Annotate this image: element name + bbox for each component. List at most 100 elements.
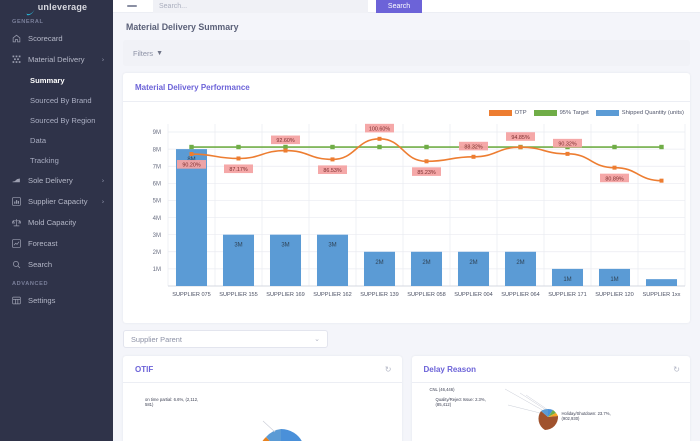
svg-text:3M: 3M — [234, 243, 242, 249]
svg-text:2M: 2M — [516, 260, 524, 266]
top-bar: Search... Search — [113, 0, 700, 13]
line-chart-icon — [12, 239, 21, 248]
legend-swatch-otp — [488, 110, 512, 116]
svg-text:SUPPLIER 058: SUPPLIER 058 — [407, 292, 446, 298]
funnel-icon: ▼ — [156, 49, 164, 57]
hamburger-menu-icon[interactable] — [127, 5, 137, 7]
svg-text:SUPPLIER 1xx: SUPPLIER 1xx — [643, 292, 681, 298]
content-area: Material Delivery Summary Filters ▼ Mate… — [113, 13, 700, 441]
sidebar-item-label: Settings — [28, 296, 56, 305]
legend-item-shipped[interactable]: Shipped Quantity (units) — [595, 110, 684, 116]
sidebar-subitem-label: Sourced By Brand — [30, 95, 92, 105]
svg-text:SUPPLIER 004: SUPPLIER 004 — [454, 292, 493, 298]
svg-text:SUPPLIER 171: SUPPLIER 171 — [548, 292, 587, 298]
svg-text:5M: 5M — [153, 199, 161, 205]
sidebar-subitem-label: Summary — [30, 75, 65, 85]
svg-text:7M: 7M — [153, 164, 161, 170]
sidebar-item-label: Search — [28, 260, 53, 269]
sidebar-subitem-sourced-by-region[interactable]: Sourced By Region — [0, 110, 113, 130]
chevron-right-icon: › — [101, 198, 104, 205]
bar-chart-icon — [12, 197, 21, 206]
svg-text:2M: 2M — [469, 260, 477, 266]
sidebar-item-label: Forecast — [28, 239, 58, 248]
legend-item-otp[interactable]: OTP — [488, 110, 527, 116]
svg-text:80.89%: 80.89% — [605, 176, 623, 182]
svg-text:85.23%: 85.23% — [417, 170, 435, 176]
svg-text:2M: 2M — [153, 250, 161, 256]
sidebar-item-search[interactable]: Search — [0, 254, 113, 275]
svg-text:1M: 1M — [610, 277, 618, 283]
svg-text:SUPPLIER 075: SUPPLIER 075 — [172, 292, 211, 298]
svg-text:1M: 1M — [563, 277, 571, 283]
svg-text:1M: 1M — [153, 267, 161, 273]
supplier-parent-value: Supplier Parent — [131, 334, 182, 344]
chart-title: Material Delivery Performance — [123, 73, 690, 102]
chevron-right-icon: › — [101, 177, 104, 184]
delay-slice-label: Holiday/Shutdown: 23.7%, (902,930) — [561, 411, 611, 422]
sidebar-item-scorecard[interactable]: Scorecard — [0, 28, 113, 49]
sidebar-item-mold-capacity[interactable]: Mold Capacity — [0, 212, 113, 233]
delay-reason-header: Delay Reason ↻ — [411, 356, 690, 383]
legend-label: 95% Target — [559, 110, 589, 116]
svg-text:9M: 9M — [153, 130, 161, 136]
sidebar-item-material-delivery[interactable]: Material Delivery › — [0, 49, 113, 70]
brand-logo[interactable]: unleverage — [0, 0, 113, 16]
svg-text:SUPPLIER 064: SUPPLIER 064 — [501, 292, 540, 298]
svg-text:100.60%: 100.60% — [369, 127, 390, 133]
chart-plot-svg: 1M2M3M4M5M6M7M8M9M8MSUPPLIER 0753MSUPPLI… — [153, 123, 686, 298]
sidebar-subitem-summary[interactable]: Summary — [0, 70, 113, 90]
legend-label: Shipped Quantity (units) — [621, 110, 684, 116]
swoosh-logo-icon — [26, 3, 35, 16]
legend-item-target[interactable]: 95% Target — [533, 110, 589, 116]
svg-text:3M: 3M — [281, 243, 289, 249]
filters-label: Filters — [133, 48, 154, 58]
filters-bar[interactable]: Filters ▼ — [123, 40, 690, 66]
sidebar-subitem-sourced-by-brand[interactable]: Sourced By Brand — [0, 90, 113, 110]
supplier-parent-row: Supplier Parent ⌄ — [123, 330, 690, 348]
delay-reason-title: Delay Reason — [423, 365, 476, 374]
sidebar-subitem-data[interactable]: Data — [0, 130, 113, 150]
table-grid-icon — [12, 296, 21, 305]
svg-text:90.20%: 90.20% — [182, 163, 200, 169]
sidebar-item-label: Mold Capacity — [28, 218, 77, 227]
legend-swatch-target — [533, 110, 557, 116]
refresh-icon[interactable]: ↻ — [673, 365, 680, 374]
svg-text:92.60%: 92.60% — [276, 138, 294, 144]
page-title: Material Delivery Summary — [126, 22, 239, 32]
sidebar-subitem-tracking[interactable]: Tracking — [0, 150, 113, 170]
sidebar-section-general: GENERAL — [12, 19, 44, 25]
balance-scale-icon — [11, 218, 22, 227]
material-delivery-performance-card: Material Delivery Performance OTP 95% Ta… — [123, 73, 690, 323]
refresh-icon[interactable]: ↻ — [384, 365, 392, 374]
otif-title: OTIF — [135, 365, 154, 374]
svg-text:SUPPLIER 155: SUPPLIER 155 — [219, 292, 258, 298]
supplier-parent-select[interactable]: Supplier Parent ⌄ — [123, 330, 328, 348]
otif-slice-label: on time partial: 6.6%, (2,112, 581) — [145, 397, 199, 408]
sidebar-item-supplier-capacity[interactable]: Supplier Capacity › — [0, 191, 113, 212]
sidebar-item-settings[interactable]: Settings — [0, 290, 113, 311]
chevron-right-icon: › — [101, 56, 104, 63]
sidebar-item-label: Scorecard — [28, 34, 63, 43]
sidebar-item-label: Material Delivery — [28, 55, 85, 64]
delay-slice-label: CNL (46,446) — [429, 387, 455, 392]
sidebar-item-forecast[interactable]: Forecast — [0, 233, 113, 254]
svg-text:SUPPLIER 139: SUPPLIER 139 — [360, 292, 399, 298]
shoe-sole-icon — [12, 176, 21, 185]
search-button[interactable]: Search — [376, 0, 422, 13]
search-input[interactable]: Search... — [153, 0, 368, 13]
svg-text:SUPPLIER 162: SUPPLIER 162 — [313, 292, 352, 298]
sidebar-subitem-label: Tracking — [30, 155, 59, 165]
performance-chart: OTP 95% Target Shipped Quantity (units) … — [123, 102, 690, 314]
chevron-down-icon: ⌄ — [314, 336, 320, 343]
svg-text:SUPPLIER 120: SUPPLIER 120 — [595, 292, 634, 298]
svg-text:88.32%: 88.32% — [464, 144, 482, 150]
svg-text:87.17%: 87.17% — [229, 167, 247, 173]
svg-text:90.32%: 90.32% — [558, 142, 576, 148]
svg-text:3M: 3M — [153, 233, 161, 239]
svg-text:94.85%: 94.85% — [511, 135, 529, 141]
sidebar-item-sole-delivery[interactable]: Sole Delivery › — [0, 170, 113, 191]
svg-text:6M: 6M — [153, 182, 161, 188]
svg-text:SUPPLIER 169: SUPPLIER 169 — [266, 292, 305, 298]
sidebar-subitem-label: Sourced By Region — [30, 115, 96, 125]
